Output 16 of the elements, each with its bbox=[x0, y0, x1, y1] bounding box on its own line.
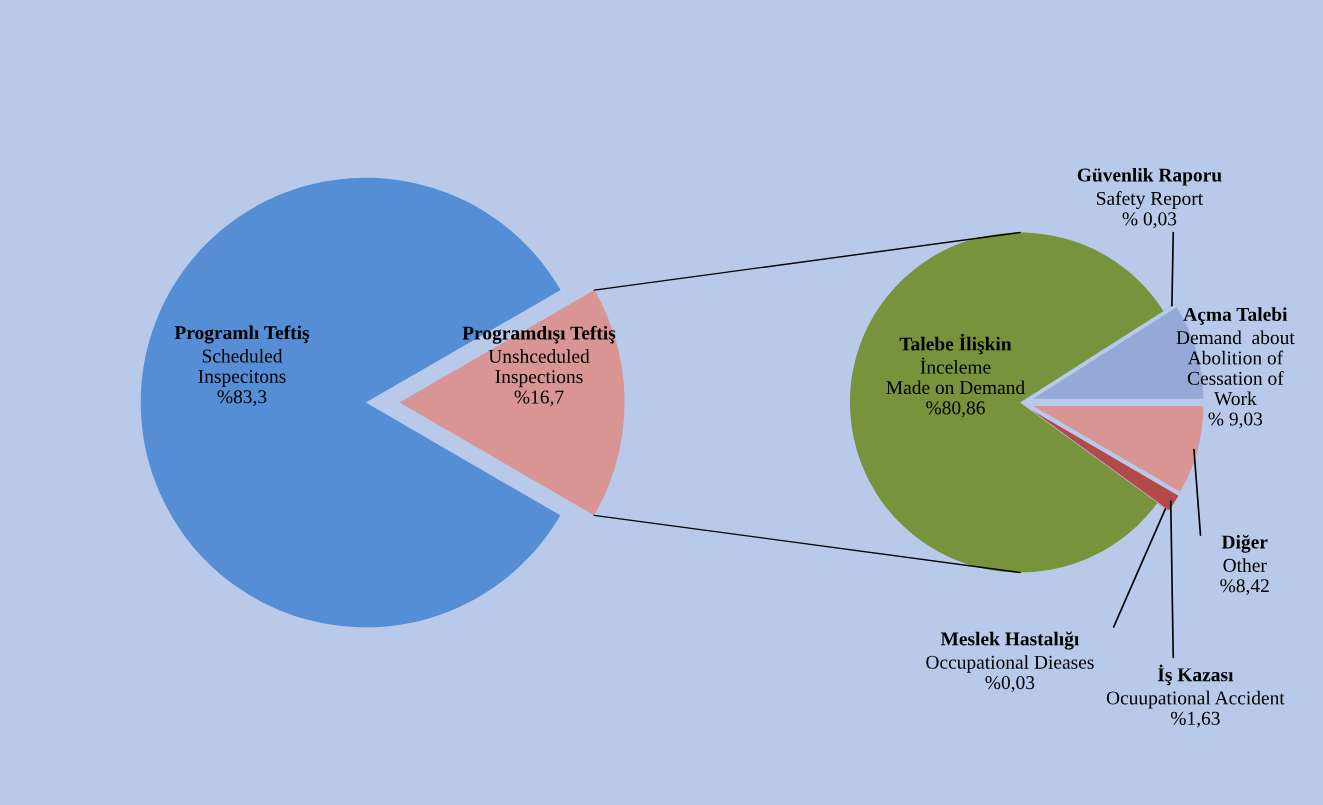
data-label: %0,03 bbox=[985, 676, 1035, 692]
slice-label: Güvenlik Raporu Safety Report bbox=[1077, 167, 1222, 209]
slice-label: Açma Talebi Demand about Abolition of Cessation of Work bbox=[1176, 307, 1295, 406]
slice-label: Talebe İlişkin İnceleme Made on Demand bbox=[886, 333, 1025, 395]
data-label: %8,42 bbox=[1220, 579, 1269, 596]
slice-label: Meslek Hastalığı Occupational Dieases bbox=[926, 631, 1094, 673]
slice-label: Programlı Teftiş Scheduled Inspecitons bbox=[174, 325, 310, 387]
data-label: %16,7 bbox=[514, 390, 564, 407]
data-label: %80,86 bbox=[926, 401, 985, 418]
data-label: % 0,03 bbox=[1122, 212, 1177, 229]
slice-label: Diğer Other bbox=[1221, 534, 1268, 572]
data-label: %1,63 bbox=[1170, 711, 1220, 728]
slice-label: Programdışı Teftiş Unshceduled Inspections bbox=[462, 325, 616, 388]
slice-label: İş Kazası Ocuupational Accident bbox=[1106, 664, 1285, 709]
data-label: % 9,03 bbox=[1208, 412, 1263, 429]
data-label: %83,3 bbox=[217, 390, 267, 407]
